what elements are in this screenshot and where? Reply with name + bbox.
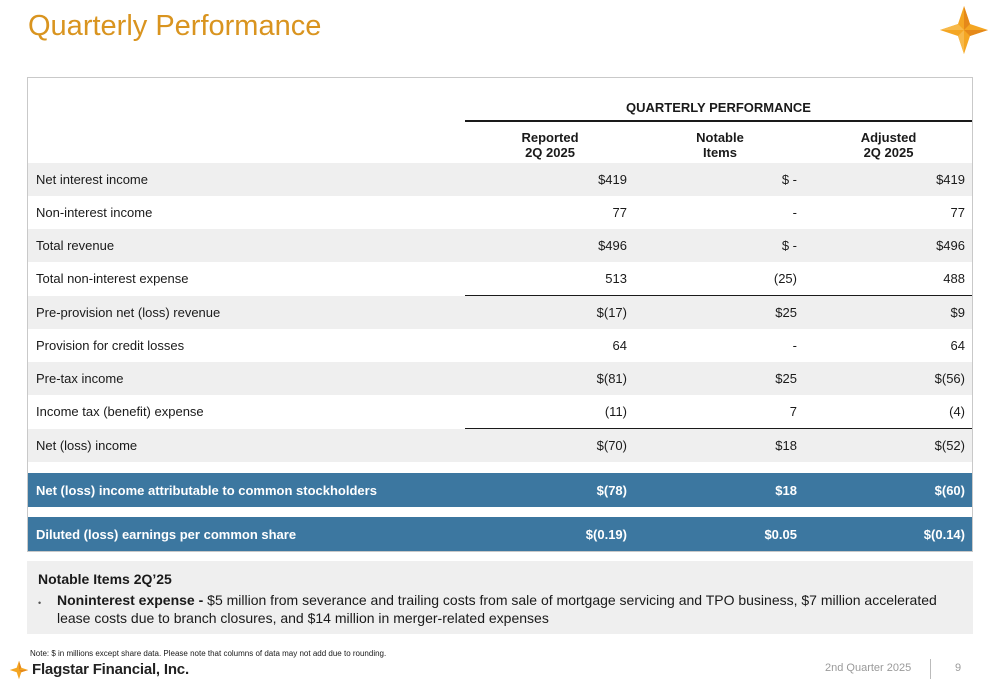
- notable-item-lead: Noninterest expense -: [57, 592, 208, 608]
- row-label: Non-interest income: [36, 205, 153, 220]
- adjusted-value: $(0.14): [923, 526, 965, 542]
- group-title-rule: [465, 120, 972, 122]
- reported-value: $419: [598, 172, 627, 187]
- adjusted-value: 64: [950, 338, 965, 353]
- row-label: Diluted (loss) earnings per common share: [36, 526, 297, 542]
- notable-value: $ -: [781, 238, 797, 253]
- performance-table-frame: [27, 77, 973, 552]
- row-label: Pre-provision net (loss) revenue: [36, 305, 221, 320]
- row-label: Net interest income: [36, 172, 148, 187]
- bullet-icon: •: [38, 598, 42, 608]
- table-row-highlight: Diluted (loss) earnings per common share…: [28, 517, 972, 551]
- table-row: Pre-provision net (loss) revenue $(17) $…: [28, 296, 972, 329]
- flagstar-star-icon: [940, 6, 988, 54]
- notable-value: $ -: [781, 172, 797, 187]
- notable-items-title: Notable Items 2Q’25: [38, 571, 172, 587]
- reported-value: 64: [612, 338, 627, 353]
- footer-brand: Flagstar Financial, Inc.: [32, 661, 189, 678]
- subtotal-rule: [465, 295, 972, 296]
- adjusted-value: $(56): [934, 371, 965, 386]
- row-label: Total non-interest expense: [36, 271, 189, 286]
- reported-value: $(81): [596, 371, 627, 386]
- adjusted-value: 488: [943, 271, 965, 286]
- table-row: Total non-interest expense 513 (25) 488: [28, 262, 972, 295]
- footer-period: 2nd Quarter 2025: [825, 662, 912, 674]
- table-row: Provision for credit losses 64 - 64: [28, 329, 972, 362]
- reported-value: 77: [612, 205, 627, 220]
- footnote: Note: $ in millions except share data. P…: [30, 649, 387, 658]
- notable-item-text: Noninterest expense - $5 million from se…: [57, 591, 957, 627]
- reported-value: $(17): [596, 305, 627, 320]
- table-group-title: QUARTERLY PERFORMANCE: [626, 100, 811, 115]
- adjusted-value: $(60): [934, 482, 965, 498]
- table-row: Income tax (benefit) expense (11) 7 (4): [28, 395, 972, 428]
- page-title: Quarterly Performance: [28, 10, 322, 42]
- row-label: Provision for credit losses: [36, 338, 185, 353]
- table-row: Net (loss) income $(70) $18 $(52): [28, 429, 972, 462]
- notable-value: 7: [789, 404, 797, 419]
- row-label: Net (loss) income: [36, 438, 138, 453]
- adjusted-value: $496: [936, 238, 965, 253]
- column-header-notable: Notable Items: [696, 130, 744, 160]
- notable-items-box: [27, 561, 973, 634]
- notable-value: $18: [775, 438, 797, 453]
- reported-value: $(70): [596, 438, 627, 453]
- notable-item-body: $5 million from severance and trailing c…: [57, 592, 937, 626]
- flagstar-star-icon: [9, 660, 29, 680]
- notable-value: $25: [775, 371, 797, 386]
- table-row: Net interest income $419 $ - $419: [28, 163, 972, 196]
- table-row-highlight: Net (loss) income attributable to common…: [28, 473, 972, 507]
- reported-value: $(0.19): [585, 526, 627, 542]
- table-row: Pre-tax income $(81) $25 $(56): [28, 362, 972, 395]
- row-label: Pre-tax income: [36, 371, 124, 386]
- reported-value: $496: [598, 238, 627, 253]
- notable-value: -: [792, 205, 797, 220]
- column-header-reported: Reported 2Q 2025: [521, 130, 579, 160]
- table-row: Non-interest income 77 - 77: [28, 196, 972, 229]
- adjusted-value: $9: [950, 305, 965, 320]
- notable-value: (25): [773, 271, 797, 286]
- subtotal-rule: [465, 428, 972, 429]
- page-number: 9: [955, 662, 962, 674]
- reported-value: $(78): [596, 482, 627, 498]
- adjusted-value: 77: [950, 205, 965, 220]
- adjusted-value: (4): [949, 404, 965, 419]
- row-label: Net (loss) income attributable to common…: [36, 482, 377, 498]
- notable-value: $25: [775, 305, 797, 320]
- row-label: Income tax (benefit) expense: [36, 404, 204, 419]
- table-row: Total revenue $496 $ - $496: [28, 229, 972, 262]
- adjusted-value: $(52): [934, 438, 965, 453]
- notable-value: $0.05: [764, 526, 797, 542]
- row-label: Total revenue: [36, 238, 115, 253]
- reported-value: (11): [604, 404, 627, 419]
- column-header-adjusted: Adjusted 2Q 2025: [860, 130, 917, 160]
- adjusted-value: $419: [936, 172, 965, 187]
- notable-value: -: [792, 338, 797, 353]
- reported-value: 513: [605, 271, 627, 286]
- notable-value: $18: [775, 482, 797, 498]
- footer-divider: [930, 659, 931, 679]
